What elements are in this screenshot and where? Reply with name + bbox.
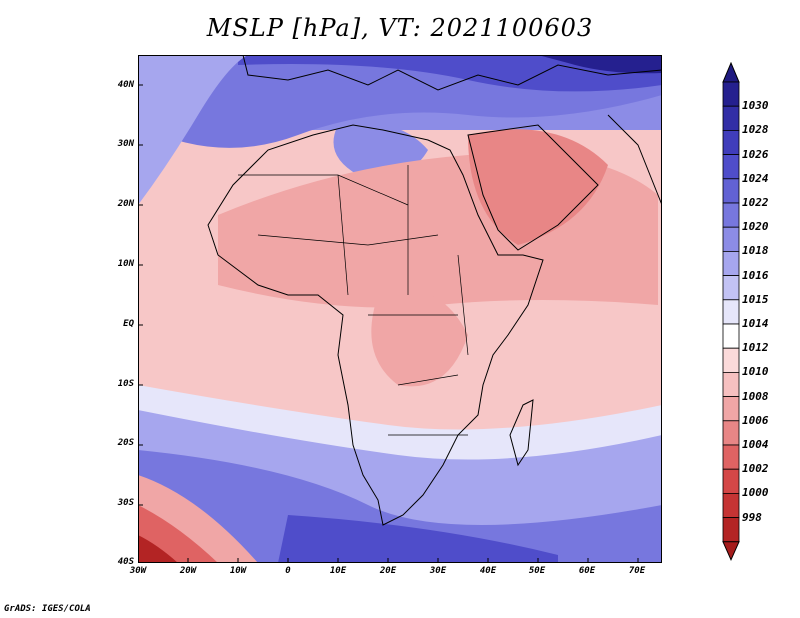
colorbar-label: 1010	[742, 365, 769, 379]
india-coastline	[607, 114, 662, 206]
colorbar-box	[722, 130, 740, 156]
colorbar-box	[722, 154, 740, 180]
colorbar-box	[722, 299, 740, 325]
lat-label-30s: 30S	[117, 498, 134, 508]
colorbar-box	[722, 444, 740, 470]
africa-coastline	[207, 124, 544, 526]
colorbar-label: 998	[742, 510, 762, 524]
colorbar-label: 1022	[742, 196, 769, 209]
colorbar-box	[722, 202, 740, 228]
colorbar-label: 1028	[742, 123, 769, 137]
field-central-low	[371, 290, 468, 387]
colorbar-box	[722, 250, 740, 276]
colorbar-label: 1004	[742, 438, 769, 451]
lat-label-40s: 40S	[117, 557, 134, 567]
field-south-deep	[138, 450, 662, 563]
map-frame	[138, 55, 662, 563]
color-bar	[722, 62, 740, 562]
colorbar-label: 1006	[742, 413, 769, 427]
colorbar-label: 1000	[742, 486, 769, 500]
colorbar-box	[722, 81, 740, 107]
colorbar-label: 1002	[742, 462, 769, 476]
lat-label-40n: 40N	[117, 80, 134, 90]
colorbar-box	[722, 178, 740, 204]
lat-label-20n: 20N	[117, 199, 134, 209]
field-north-deep	[238, 55, 662, 92]
lon-label-30w: 30W	[129, 566, 147, 576]
field-south-core	[278, 515, 558, 563]
field-north-core	[538, 55, 662, 74]
mslp-map	[138, 55, 662, 563]
colorbar-box	[722, 420, 740, 446]
lon-label-10e: 10E	[329, 566, 347, 576]
colorbar-box	[722, 226, 740, 252]
country-borders	[238, 165, 469, 436]
colorbar-label: 1014	[742, 317, 769, 330]
field-arabia-low	[468, 129, 608, 245]
colorbar-box	[722, 323, 740, 349]
lon-label-20e: 20E	[379, 566, 397, 576]
lat-label-10s: 10S	[117, 379, 134, 389]
madagascar-coastline	[509, 399, 534, 467]
field-atlantic-high	[138, 55, 248, 205]
lon-label-50e: 50E	[528, 566, 546, 576]
colorbar-box	[722, 347, 740, 373]
lat-label-eq: EQ	[123, 319, 134, 329]
lon-label-60e: 60E	[578, 566, 596, 576]
colorbar-bottom-arrow	[722, 541, 740, 562]
colorbar-box	[722, 492, 740, 518]
colorbar-box	[722, 396, 740, 422]
lon-label-0: 0	[285, 566, 291, 576]
colorbar-box	[722, 275, 740, 301]
colorbar-box	[722, 468, 740, 494]
colorbar-label: 1020	[742, 220, 769, 234]
colorbar-label: 1016	[742, 268, 769, 282]
colorbar-box	[722, 105, 740, 131]
lon-label-10w: 10W	[229, 566, 247, 576]
colorbar-label: 1024	[742, 171, 769, 185]
colorbar-box	[722, 371, 740, 397]
colorbar-label: 1008	[742, 389, 769, 403]
europe-coastline	[242, 55, 662, 91]
lon-label-30e: 30E	[429, 566, 447, 576]
colorbar-box	[722, 517, 740, 543]
lat-label-20s: 20S	[117, 438, 134, 448]
lon-label-20w: 20W	[179, 566, 197, 576]
lat-label-10n: 10N	[117, 259, 134, 269]
grads-credit: GrADS: IGES/COLA	[4, 604, 91, 614]
colorbar-label: 1026	[742, 147, 769, 161]
colorbar-label: 1015	[742, 292, 769, 306]
lon-label-40e: 40E	[479, 566, 497, 576]
colorbar-top-arrow	[722, 62, 740, 83]
lat-label-30n: 30N	[117, 139, 134, 149]
colorbar-label: 1030	[742, 99, 769, 113]
arabia-coastline	[467, 124, 599, 251]
field-sw-low-core	[138, 535, 178, 563]
lon-label-70e: 70E	[628, 566, 646, 576]
map-title: MSLP [hPa], VT: 2021100603	[206, 14, 594, 42]
colorbar-label: 1012	[742, 341, 769, 355]
colorbar-label: 1018	[742, 244, 769, 258]
